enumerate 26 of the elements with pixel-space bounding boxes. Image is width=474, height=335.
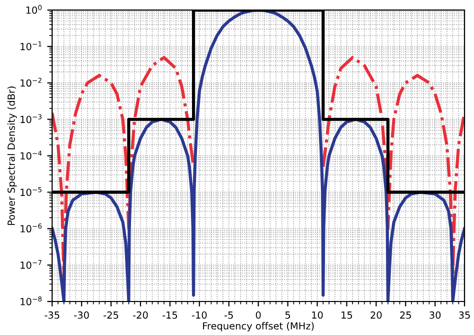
y-axis-title: Power Spectral Density (dBr) [7, 86, 17, 225]
y-tick-label: 10$^{−7}$ [20, 260, 42, 269]
x-tick-label: 10 [312, 311, 323, 319]
x-tick-label: 0 [256, 311, 261, 319]
x-tick-label: 30 [430, 311, 441, 319]
x-tick-label: -10 [192, 311, 207, 319]
x-tick-label: 5 [285, 312, 290, 319]
x-tick-label: 25 [400, 311, 411, 319]
x-tick-label: -35 [44, 311, 60, 319]
x-axis-title: Frequency offset (MHz) [203, 322, 314, 332]
x-tick-label: -30 [74, 311, 89, 319]
y-tick-label: 10$^{−1}$ [20, 41, 42, 50]
x-tick-label: 35 [459, 311, 470, 319]
y-tick-label: 10$^{−6}$ [20, 223, 42, 232]
x-tick-label: -15 [162, 312, 178, 319]
y-tick-label: 10$^{−3}$ [20, 114, 42, 124]
x-tick-label: 20 [370, 311, 382, 319]
y-tick-label: 10$^{−8}$ [20, 296, 42, 306]
x-tick-label: -25 [104, 311, 118, 319]
x-tick-label: 15 [342, 312, 352, 319]
y-tick-label: 10$^{0}$ [26, 4, 42, 14]
x-tick-label: -5 [224, 312, 233, 319]
y-tick-label: 10$^{−5}$ [20, 187, 42, 196]
x-tick-label: -20 [133, 311, 148, 319]
y-tick-label: 10$^{−4}$ [20, 150, 42, 160]
y-tick-label: 10$^{−2}$ [20, 78, 42, 87]
